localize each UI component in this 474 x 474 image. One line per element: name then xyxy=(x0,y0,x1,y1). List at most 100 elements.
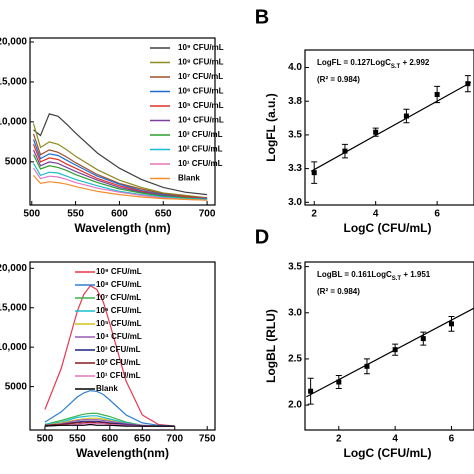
trend-line xyxy=(310,81,472,172)
spectrum-line xyxy=(33,175,208,201)
spectrum-line xyxy=(44,423,175,427)
legend-label: 10² CFU/mL xyxy=(96,358,141,367)
trend-line xyxy=(306,307,474,398)
y-tick-label: 15,000 xyxy=(0,77,27,88)
data-point xyxy=(364,363,370,369)
legend-label: 10⁸ CFU/mL xyxy=(178,58,224,67)
fit-equation-subscript: S.T xyxy=(391,64,401,70)
legend-label: 10⁵ CFU/mL xyxy=(178,101,224,110)
spectrum-line xyxy=(32,139,208,200)
y-tick-label: 10,000 xyxy=(0,117,27,128)
x-tick-label: 6 xyxy=(449,434,455,445)
x-tick-label: 500 xyxy=(37,434,54,445)
legend-label: 10⁷ CFU/mL xyxy=(178,72,223,81)
y-tick-label: 2.5 xyxy=(288,354,302,365)
x-tick-label: 600 xyxy=(111,209,128,220)
y-tick-label: 3.5 xyxy=(288,261,302,272)
y-tick-label: 10,000 xyxy=(0,342,27,353)
data-point xyxy=(373,129,379,135)
y-tick-label: 3.0 xyxy=(288,197,302,208)
x-tick-label: 750 xyxy=(199,434,216,445)
x-tick-label: 700 xyxy=(199,209,216,220)
legend-label: 10⁴ CFU/mL xyxy=(178,116,224,125)
data-point xyxy=(420,336,426,342)
x-tick-label: 650 xyxy=(155,209,172,220)
legend-label: 10⁵ CFU/mL xyxy=(96,319,142,328)
data-point xyxy=(342,148,348,154)
data-point xyxy=(465,81,471,87)
y-tick-label: 3.3 xyxy=(288,163,302,174)
y-tick-label: 20,000 xyxy=(0,37,27,48)
legend-label: 10⁹ CFU/mL xyxy=(96,267,142,276)
fit-equation-rest: + 1.951 xyxy=(401,270,431,279)
y-tick-label: 3.5 xyxy=(288,130,302,141)
legend-label: 10¹ CFU/mL xyxy=(96,371,141,380)
x-tick-label: 2 xyxy=(311,209,317,220)
legend-label: Blank xyxy=(178,174,200,183)
spectrum-line xyxy=(32,163,208,200)
legend-label: 10³ CFU/mL xyxy=(178,130,223,139)
legend-label: 10³ CFU/mL xyxy=(96,345,141,354)
panel-label: D xyxy=(255,226,269,248)
x-axis-label: Wavelength (nm) xyxy=(74,221,170,235)
spectrum-line xyxy=(33,167,208,201)
data-point xyxy=(392,347,398,353)
spectrum-line xyxy=(32,123,208,199)
x-tick-label: 650 xyxy=(134,434,151,445)
x-axis-label: LogC (CFU/mL) xyxy=(344,221,432,235)
spectrum-line xyxy=(44,389,175,427)
r-squared: (R² = 0.984) xyxy=(317,287,360,296)
fit-equation-main: LogFL = 0.127LogC xyxy=(317,58,391,67)
panel-label: B xyxy=(255,6,269,28)
fit-equation: LogFL = 0.127LogCS.T + 2.992 xyxy=(317,58,430,69)
legend-label: 10¹ CFU/mL xyxy=(178,159,223,168)
x-axis-label: Wavelength(nm) xyxy=(76,446,169,460)
r-squared: (R² = 0.984) xyxy=(317,75,360,84)
spectrum-line xyxy=(44,284,175,427)
y-tick-label: 15,000 xyxy=(0,302,27,313)
y-axis-label: LogFL (a.u.) xyxy=(264,93,278,161)
y-tick-label: 20,000 xyxy=(0,263,27,274)
data-point xyxy=(434,91,440,97)
x-tick-label: 700 xyxy=(166,434,183,445)
y-tick-label: 3.8 xyxy=(288,96,302,107)
spectrum-line xyxy=(33,113,208,196)
y-tick-label: 5000 xyxy=(5,381,28,392)
plot-frame xyxy=(304,49,474,206)
data-point xyxy=(336,379,342,385)
legend-label: 10⁷ CFU/mL xyxy=(96,293,141,302)
legend-label: Blank xyxy=(96,384,118,393)
legend-label: 10⁴ CFU/mL xyxy=(96,332,142,341)
y-tick-label: 3.0 xyxy=(288,307,302,318)
x-tick-label: 6 xyxy=(434,209,440,220)
legend-label: 10⁸ CFU/mL xyxy=(96,280,142,289)
fit-equation-main: LogBL = 0.161LogC xyxy=(317,270,392,279)
fit-equation-subscript: S.T xyxy=(392,276,402,282)
y-axis-label: LogBL (RLU) xyxy=(264,309,278,383)
data-point xyxy=(448,321,454,327)
plot-frame xyxy=(304,261,474,431)
x-tick-label: 500 xyxy=(23,209,40,220)
data-point xyxy=(308,388,314,394)
legend-label: 10² CFU/mL xyxy=(178,145,223,154)
y-tick-label: 4.0 xyxy=(288,62,302,73)
fit-equation-rest: + 2.992 xyxy=(400,58,430,67)
data-point xyxy=(403,113,409,119)
plot-frame xyxy=(29,261,216,431)
spectrum-line xyxy=(32,149,208,200)
spectrum-line xyxy=(44,419,175,427)
x-axis-label: LogC (CFU/mL) xyxy=(344,446,432,460)
y-tick-label: 2.0 xyxy=(288,400,302,411)
legend-label: 10⁶ CFU/mL xyxy=(96,306,142,315)
x-tick-label: 550 xyxy=(67,209,84,220)
x-tick-label: 2 xyxy=(336,434,342,445)
x-tick-label: 4 xyxy=(373,209,379,220)
data-point xyxy=(311,170,317,176)
x-tick-label: 600 xyxy=(101,434,118,445)
legend-label: 10⁹ CFU/mL xyxy=(178,43,224,52)
x-tick-label: 4 xyxy=(392,434,398,445)
y-tick-label: 5000 xyxy=(5,156,28,167)
fit-equation: LogBL = 0.161LogCS.T + 1.951 xyxy=(317,270,431,281)
